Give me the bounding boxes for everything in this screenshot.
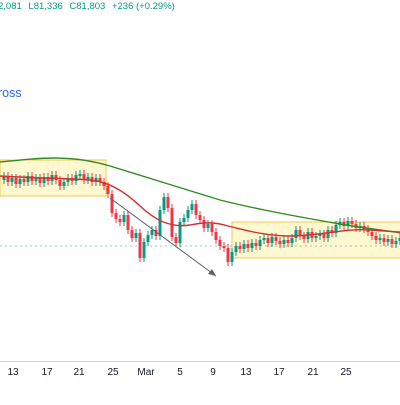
candle-body xyxy=(235,246,238,252)
candle-body xyxy=(191,204,194,210)
x-tick-label: Mar xyxy=(137,367,154,378)
candle-body xyxy=(159,210,162,236)
x-tick-label: 21 xyxy=(307,367,318,378)
candle-body xyxy=(275,237,278,241)
x-tick-label: 13 xyxy=(7,367,18,378)
trend-arrow-head xyxy=(208,269,216,276)
candle-body xyxy=(315,236,318,238)
candle-body xyxy=(351,221,354,224)
x-tick-label: 17 xyxy=(41,367,52,378)
candle-body xyxy=(163,197,166,210)
candle-body xyxy=(395,241,398,244)
candle-body xyxy=(283,240,286,244)
candle-body xyxy=(195,204,198,215)
candle-body xyxy=(111,194,114,213)
candle-body xyxy=(247,244,250,248)
candle-body xyxy=(295,230,298,238)
x-tick-label: 25 xyxy=(107,367,118,378)
candle-body xyxy=(239,246,242,249)
candle-body xyxy=(279,241,282,244)
candle-body xyxy=(291,238,294,243)
candle-body xyxy=(63,182,66,186)
x-tick-label: 5 xyxy=(177,367,183,378)
candle-body xyxy=(223,246,226,248)
candle-body xyxy=(139,233,142,258)
candle-body xyxy=(127,215,130,230)
candle-body xyxy=(243,244,246,249)
candle-body xyxy=(135,233,138,238)
ohlc-open-value: 2,081 xyxy=(0,1,22,12)
candle-body xyxy=(323,234,326,238)
candle-body xyxy=(131,230,134,238)
candle-body xyxy=(287,240,290,243)
candle-body xyxy=(55,175,58,180)
candle-body xyxy=(147,235,150,242)
candle-body xyxy=(175,237,178,243)
x-tick-label: 21 xyxy=(73,367,84,378)
candle-body xyxy=(255,243,258,246)
candle-body xyxy=(203,220,206,228)
candle-body xyxy=(123,215,126,222)
ohlc-change-value: +236 (+0.29%) xyxy=(112,1,175,12)
candle-body xyxy=(143,242,146,258)
candle-body xyxy=(227,248,230,262)
candle-body xyxy=(115,213,118,219)
candle-body xyxy=(375,236,378,240)
candle-body xyxy=(199,215,202,220)
candle-body xyxy=(231,252,234,262)
candle-body xyxy=(39,178,42,183)
candle-body xyxy=(211,224,214,232)
candle-body xyxy=(167,197,170,208)
candle-body xyxy=(23,179,26,182)
candle-body xyxy=(107,186,110,194)
candle-body xyxy=(263,238,266,240)
candle-body xyxy=(19,179,22,184)
candle-body xyxy=(267,238,270,243)
candle-body xyxy=(327,230,330,238)
candle-body xyxy=(35,178,38,181)
candle-body xyxy=(79,174,82,176)
candle-body xyxy=(379,238,382,240)
indicator-label[interactable]: ross xyxy=(0,86,22,100)
candle-body xyxy=(371,232,374,236)
x-tick-label: 13 xyxy=(240,367,251,378)
candle-body xyxy=(59,180,62,186)
candle-body xyxy=(151,230,154,235)
candle-body xyxy=(183,218,186,222)
ohlc-readout: 2,081 L81,336 C81,803 +236 (+0.29%) xyxy=(0,1,179,12)
candle-body xyxy=(31,176,34,181)
candle-body xyxy=(11,178,14,182)
x-tick-label: 25 xyxy=(340,367,351,378)
ohlc-close-value: C81,803 xyxy=(69,1,105,12)
candle-body xyxy=(271,237,274,243)
candle-body xyxy=(219,240,222,246)
ohlc-low-value: L81,336 xyxy=(28,1,62,12)
candle-body xyxy=(383,238,386,242)
candle-body xyxy=(391,239,394,244)
candle-body xyxy=(387,239,390,242)
candle-body xyxy=(119,219,122,222)
candle-body xyxy=(251,243,254,248)
candle-body xyxy=(75,175,78,181)
candle-body xyxy=(15,178,18,184)
candle-body xyxy=(303,236,306,239)
candle-body xyxy=(187,210,190,218)
candle-body xyxy=(215,232,218,240)
x-tick-label: 9 xyxy=(210,367,216,378)
candle-body xyxy=(259,240,262,246)
candle-body xyxy=(207,224,210,228)
x-tick-label: 17 xyxy=(273,367,284,378)
time-axis-line xyxy=(0,361,400,362)
candle-body xyxy=(171,208,174,237)
